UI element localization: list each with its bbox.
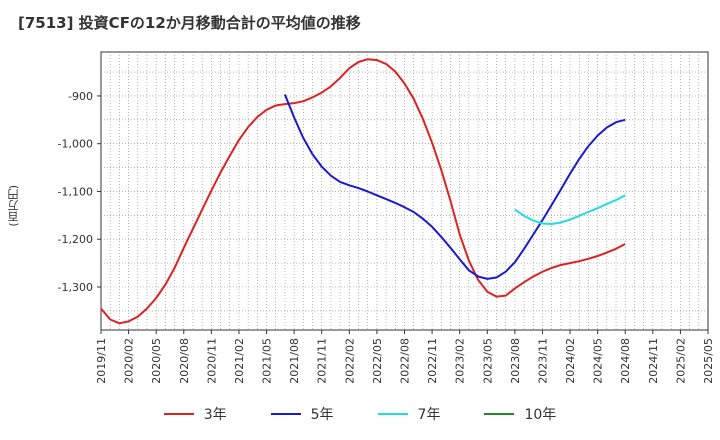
- y-tick-label: -1,300: [58, 281, 93, 294]
- legend: 3年 5年 7年 10年: [0, 404, 720, 424]
- x-tick-label: 2021/02: [233, 338, 246, 384]
- x-tick-label: 2022/02: [343, 338, 356, 384]
- y-tick-label: -900: [68, 90, 93, 103]
- x-tick-label: 2023/08: [509, 338, 522, 384]
- y-tick-label: -1,000: [58, 138, 93, 151]
- x-tick-label: 2019/11: [95, 338, 108, 384]
- x-tick-label: 2020/02: [123, 338, 136, 384]
- x-tick-label: 2021/05: [261, 338, 274, 384]
- legend-swatch: [377, 413, 408, 415]
- series-line-1: [283, 94, 626, 280]
- y-tick-label: -1,200: [58, 233, 93, 246]
- x-tick-label: 2024/05: [592, 338, 605, 384]
- x-tick-label: 2021/08: [288, 338, 301, 384]
- x-tick-label: 2020/08: [178, 338, 191, 384]
- x-tick-label: 2024/02: [564, 338, 577, 384]
- x-tick-label: 2021/11: [316, 338, 329, 384]
- legend-label: 10年: [524, 407, 557, 423]
- legend-label: 3年: [203, 407, 227, 423]
- x-tick-label: 2025/05: [702, 338, 715, 384]
- legend-swatch: [163, 413, 194, 415]
- legend-item-0: 3年: [163, 404, 227, 424]
- x-tick-label: 2024/11: [647, 338, 660, 384]
- x-tick-label: 2022/11: [426, 338, 439, 384]
- legend-label: 7年: [417, 407, 441, 423]
- legend-item-2: 7年: [377, 404, 441, 424]
- legend-swatch: [270, 413, 301, 415]
- x-tick-label: 2025/02: [674, 338, 687, 384]
- x-tick-label: 2023/05: [481, 338, 494, 384]
- legend-item-3: 10年: [484, 404, 556, 424]
- series-line-2: [514, 194, 626, 225]
- x-tick-label: 2024/08: [619, 338, 632, 384]
- x-tick-label: 2022/05: [371, 338, 384, 384]
- x-tick-label: 2023/11: [536, 338, 549, 384]
- x-tick-label: 2020/05: [150, 338, 163, 384]
- chart-title: [7513] 投資CFの12か月移動合計の平均値の推移: [18, 14, 361, 32]
- legend-swatch: [484, 413, 515, 415]
- legend-label: 5年: [310, 407, 334, 423]
- x-tick-label: 2023/02: [454, 338, 467, 384]
- y-tick-label: -1,100: [58, 185, 93, 198]
- line-chart: -900 -1,000 -1,100 -1,200 -1,300 2019/11 2020…: [58, 51, 715, 384]
- series-line-0: [100, 58, 626, 325]
- x-tick-label: 2022/08: [399, 338, 412, 384]
- x-tick-label: 2020/11: [205, 338, 218, 384]
- y-tick-labels: -900 -1,000 -1,100 -1,200 -1,300: [58, 90, 101, 294]
- series-layer: [100, 58, 626, 325]
- legend-item-1: 5年: [270, 404, 334, 424]
- x-tick-labels: 2019/11 2020/02 2020/05 2020/08 2020/11 2021/…: [95, 330, 715, 384]
